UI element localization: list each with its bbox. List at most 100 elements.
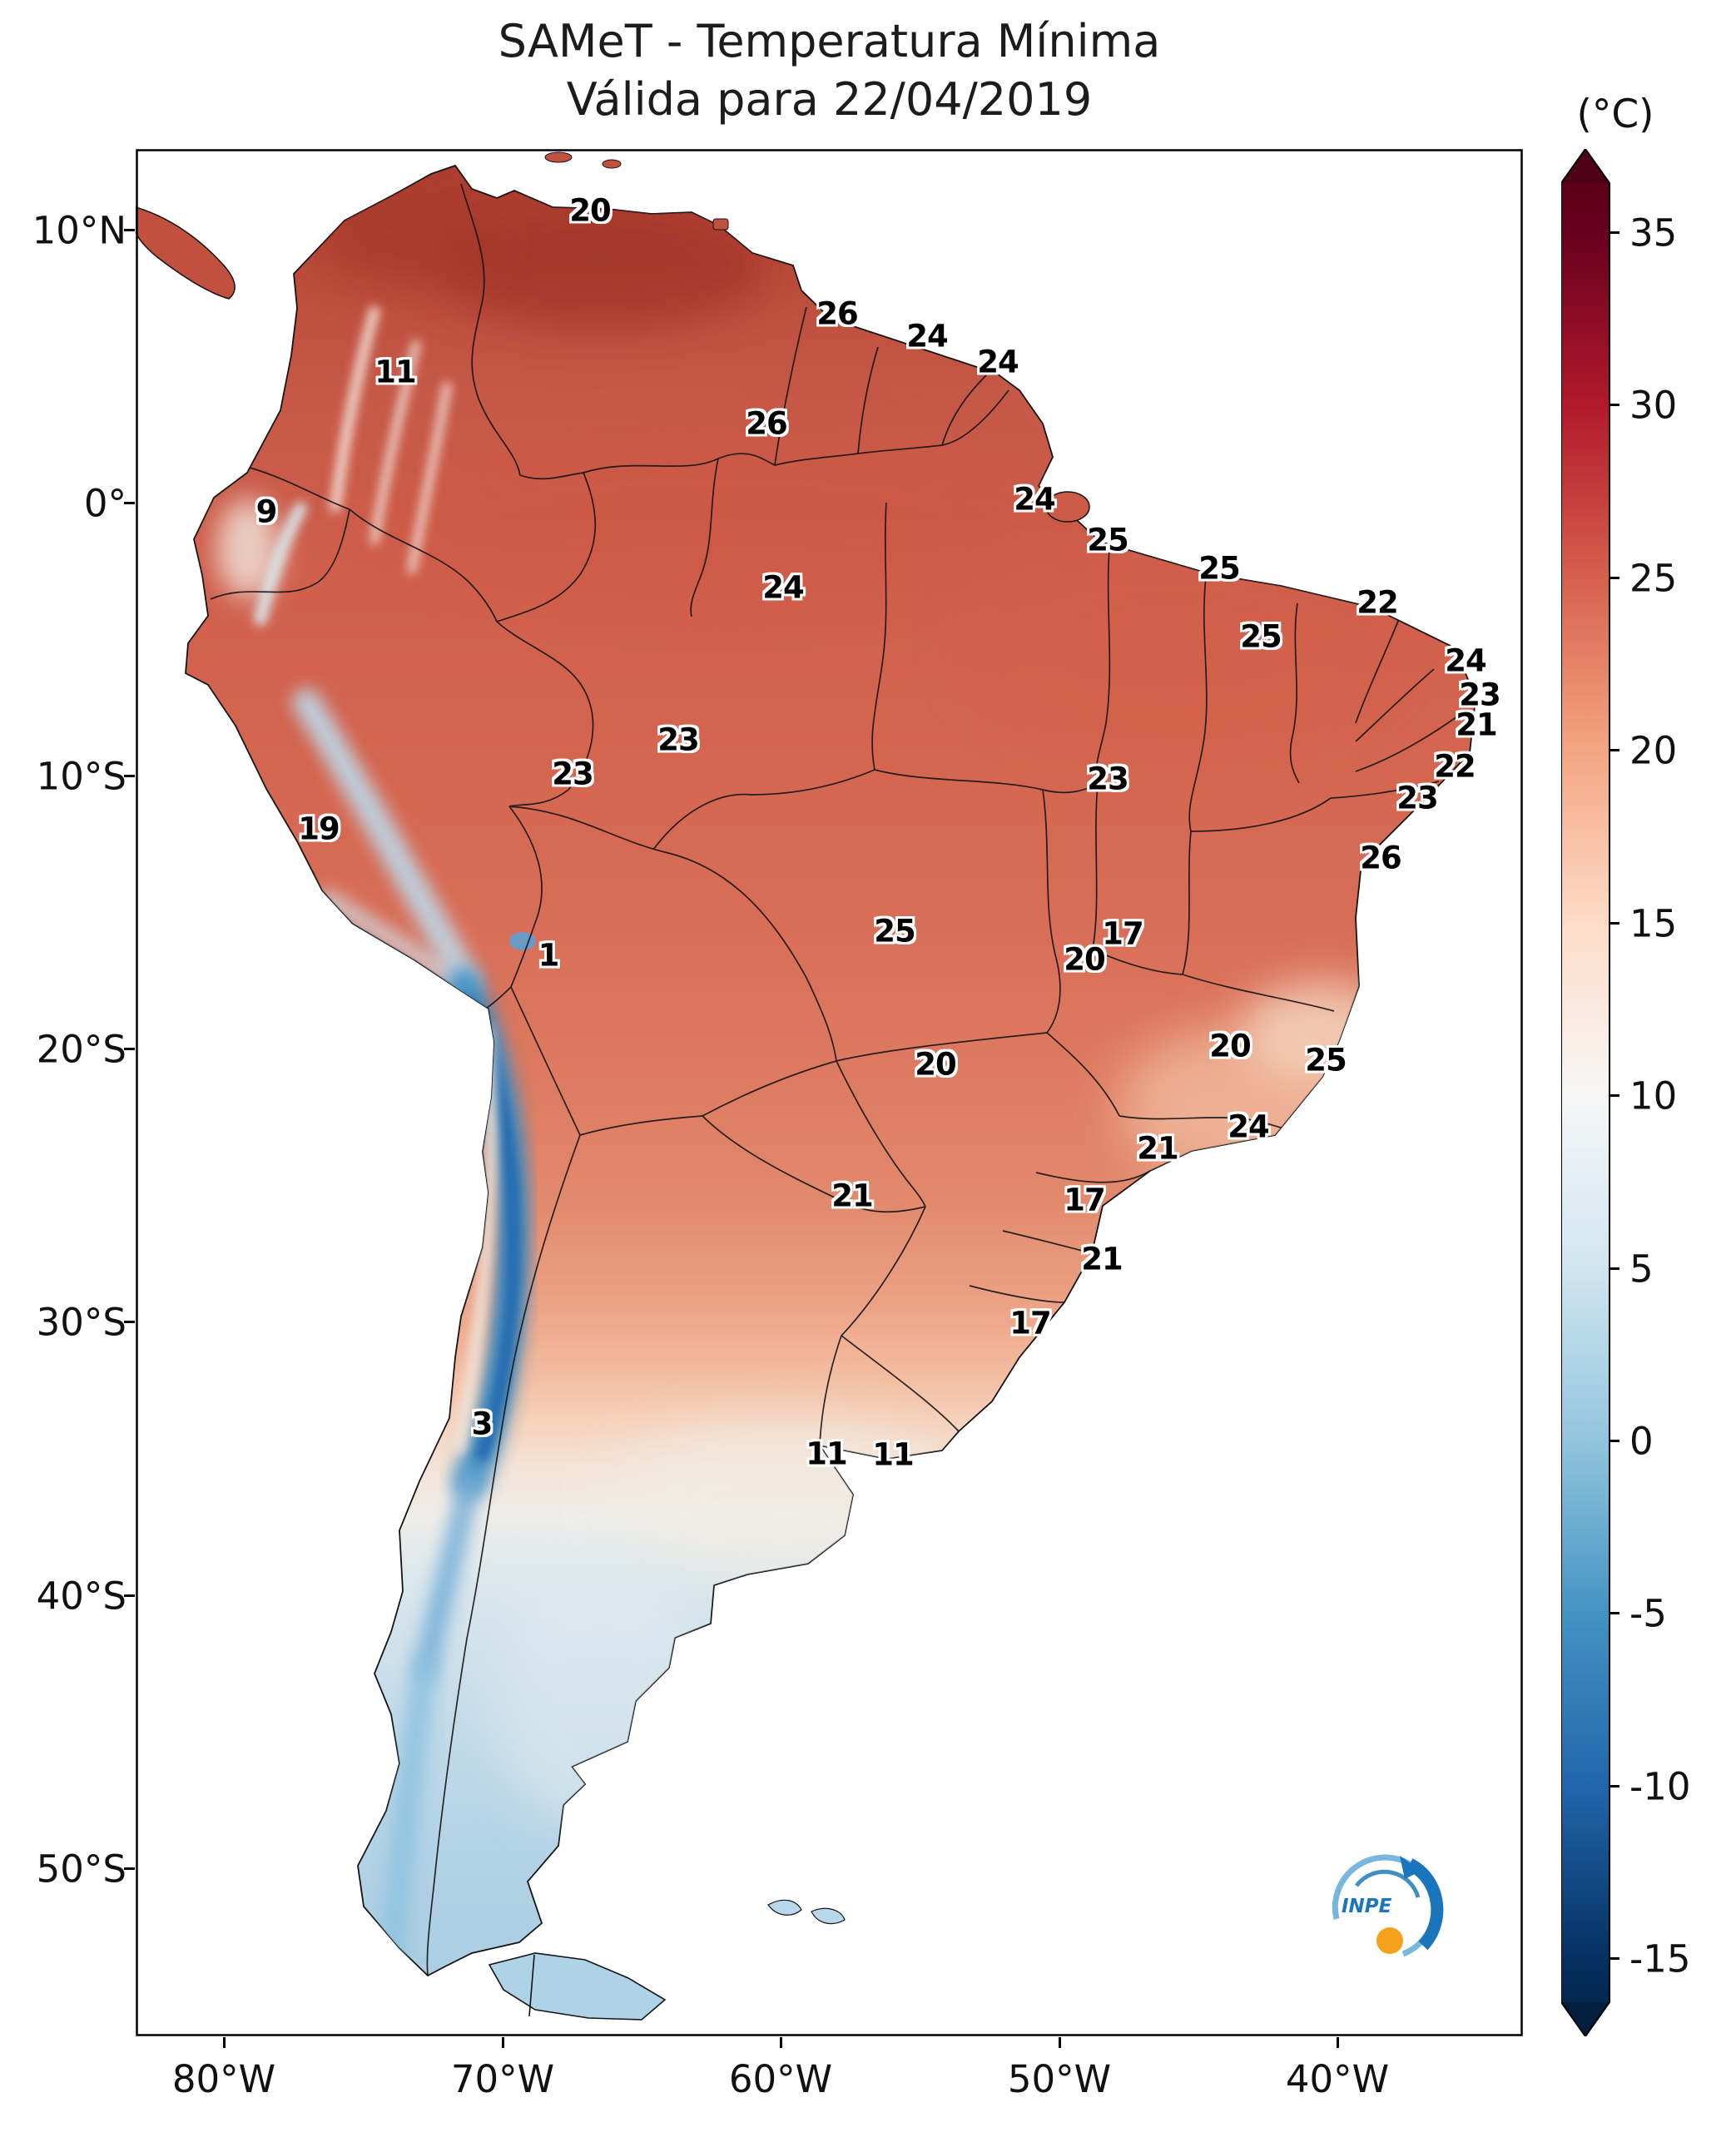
lat-tick-mark	[124, 1048, 135, 1050]
temperature-value-label: 17	[1064, 1182, 1105, 1218]
colorbar-tick-label: 35	[1629, 211, 1678, 255]
temperature-value-label: 26	[1360, 840, 1401, 876]
falkland-islands	[767, 1899, 802, 1916]
temperature-value-label: 20	[1209, 1028, 1251, 1064]
temperature-value-label: 24	[1228, 1108, 1269, 1145]
lon-tick-label: 50°W	[1007, 2057, 1112, 2101]
colorbar-tick-mark	[1610, 1957, 1619, 1960]
colorbar-tick-label: 10	[1629, 1074, 1678, 1118]
lat-tick-label: 40°S	[36, 1574, 126, 1619]
temperature-value-label: 11	[374, 354, 416, 390]
colorbar-over-arrow	[1561, 149, 1610, 183]
lon-tick-mark	[1059, 2037, 1061, 2048]
andes-peru-band	[292, 688, 481, 995]
map-title: SAMeT - Temperatura Mínima	[498, 15, 1161, 67]
lake-titicaca	[509, 932, 536, 950]
temperature-value-label: 19	[298, 811, 340, 847]
lon-tick-mark	[223, 2037, 226, 2048]
lon-tick-label: 70°W	[450, 2057, 555, 2101]
caribbean-island	[544, 151, 573, 163]
temperature-field-overlays	[216, 195, 1401, 1976]
temperature-value-label: 21	[831, 1178, 873, 1214]
lat-tick-label: 30°S	[36, 1300, 126, 1345]
temperature-value-label: 23	[1396, 780, 1438, 816]
temperature-value-label: 11	[872, 1436, 914, 1473]
colorbar-tick-label: -10	[1629, 1764, 1691, 1809]
colorbar-tick-mark	[1610, 922, 1619, 925]
colorbar-tick-mark	[1610, 1267, 1619, 1270]
logo-arrow	[1406, 1858, 1444, 1951]
temperature-value-label: 24	[1014, 481, 1055, 518]
marajo-island	[1045, 491, 1090, 523]
lat-tick-mark	[124, 775, 135, 777]
temperature-value-label: 21	[1137, 1130, 1178, 1167]
colorbar-tick-mark	[1610, 231, 1619, 234]
lat-tick-label: 20°S	[36, 1027, 126, 1072]
colorbar-tick-label: 25	[1629, 556, 1678, 601]
colorbar-tick-mark	[1610, 1785, 1619, 1788]
colorbar-outline	[1561, 149, 1610, 2036]
temperature-value-label: 1	[538, 937, 560, 974]
lat-tick-label: 0°	[83, 481, 126, 526]
lat-tick-mark	[124, 229, 135, 231]
lat-tick-mark	[124, 1594, 135, 1597]
temperature-value-label: 17	[1009, 1305, 1051, 1341]
temperature-value-label: 22	[1357, 584, 1398, 621]
temperature-value-label: 25	[1240, 618, 1282, 655]
colorbar-tick-mark	[1610, 1440, 1619, 1442]
lat-tick-label: 50°S	[36, 1847, 126, 1892]
temperature-value-label: 20	[1064, 941, 1105, 978]
temperature-value-label: 25	[1305, 1042, 1347, 1078]
logo-orange-dot	[1376, 1927, 1403, 1954]
inpe-logo: INPE	[1332, 1854, 1444, 1957]
temperature-value-label: 23	[1087, 761, 1128, 797]
caribbean-island	[602, 159, 622, 169]
temperature-value-label: 22	[1434, 748, 1476, 785]
lon-tick-mark	[1337, 2037, 1339, 2048]
falkland-islands	[811, 1907, 846, 1925]
temperature-value-label: 25	[1198, 550, 1240, 587]
lon-tick-label: 80°W	[171, 2057, 276, 2101]
temperature-value-label: 23	[552, 756, 593, 792]
colorbar-under-arrow	[1561, 2002, 1610, 2036]
colorbar-gradient-bar	[1561, 183, 1610, 2002]
lon-tick-mark	[780, 2037, 782, 2048]
colorbar-tick-label: -5	[1629, 1591, 1667, 1636]
temperature-value-label: 3	[471, 1406, 494, 1442]
temperature-value-label: 21	[1081, 1241, 1123, 1277]
temperature-value-label: 20	[915, 1046, 956, 1083]
temperature-value-label: 25	[874, 913, 915, 950]
temperature-value-label: 23	[1459, 677, 1500, 713]
south-america-map: INPE	[136, 149, 1523, 2036]
temperature-value-label: 24	[906, 318, 948, 355]
colorbar-tick-label: 15	[1629, 901, 1678, 946]
lon-tick-mark	[502, 2037, 504, 2048]
colorbar-unit-label: (°C)	[1576, 92, 1654, 137]
temperature-value-label: 24	[1445, 642, 1486, 679]
map-subtitle: Válida para 22/04/2019	[566, 73, 1093, 126]
colorbar-tick-label: 20	[1629, 728, 1678, 773]
colorbar-tick-mark	[1610, 577, 1619, 579]
trinidad-island	[712, 218, 729, 231]
tierra-del-fuego	[488, 1952, 667, 2021]
inpe-logo-text: INPE	[1342, 1896, 1392, 1917]
temperature-value-label: 17	[1102, 915, 1143, 952]
temperature-value-label: 23	[657, 721, 699, 758]
temperature-value-label: 11	[806, 1435, 847, 1472]
colorbar-tick-label: 5	[1629, 1247, 1654, 1292]
islands	[136, 151, 1090, 2021]
temperature-value-label: 20	[569, 192, 611, 229]
colorbar-tick-mark	[1610, 1612, 1619, 1614]
logo-arrowhead	[1400, 1856, 1421, 1879]
colorbar-tick-mark	[1610, 1094, 1619, 1097]
colorbar-tick-label: -15	[1629, 1936, 1691, 1981]
lat-tick-label: 10°N	[32, 208, 126, 253]
andes-patagonia-band	[370, 1658, 438, 1976]
temperature-value-label: 21	[1456, 707, 1497, 743]
lon-tick-label: 60°W	[728, 2057, 833, 2101]
temperature-value-label: 26	[746, 405, 787, 442]
colorbar-tick-label: 30	[1629, 383, 1678, 428]
colorbar-tick-mark	[1610, 404, 1619, 406]
map-frame	[136, 149, 1523, 2036]
